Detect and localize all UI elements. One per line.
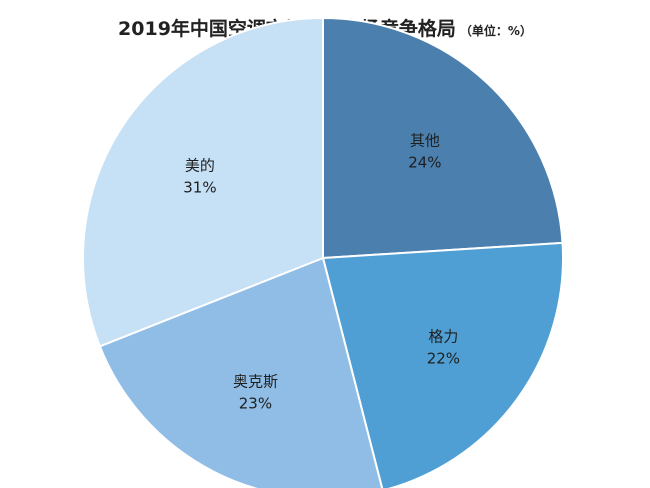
chart-subtitle: （单位：%） — [459, 24, 532, 38]
slice-value-label: 23% — [239, 395, 272, 413]
pie-slice-3 — [98, 256, 384, 488]
slice-value-label: 22% — [427, 349, 460, 367]
slice-category-label: 奥克斯 — [233, 373, 278, 391]
pie-slice-1 — [322, 16, 564, 260]
slice-category-label: 格力 — [428, 327, 458, 345]
pie-slice-4 — [82, 16, 324, 348]
slice-category-label: 美的 — [185, 156, 215, 174]
slice-category-label: 其他 — [410, 132, 440, 150]
pie-slice-2 — [321, 241, 564, 488]
slice-value-label: 31% — [183, 178, 216, 196]
slice-value-label: 24% — [408, 154, 441, 172]
